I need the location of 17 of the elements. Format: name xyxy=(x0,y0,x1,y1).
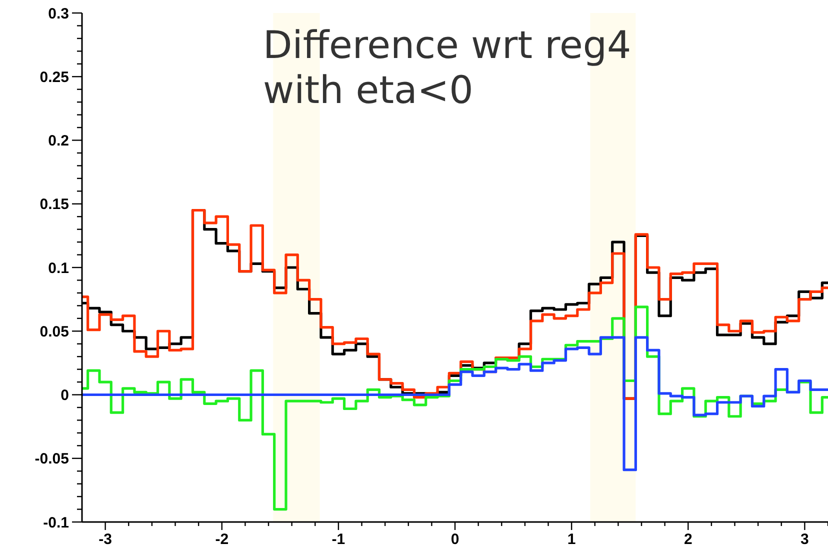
x-tick-label: 2 xyxy=(684,531,692,548)
y-tick-label: 0.15 xyxy=(40,196,69,214)
y-tick-label: -0.1 xyxy=(43,514,69,532)
y-tick-label: -0.05 xyxy=(34,450,69,468)
x-tick-label: 0 xyxy=(450,531,460,548)
x-tick-label: -3 xyxy=(98,531,112,548)
x-tick-label: -2 xyxy=(215,531,229,548)
y-tick-label: 0 xyxy=(60,387,69,404)
y-tick-label: 0.2 xyxy=(48,132,69,150)
x-tick-label: 1 xyxy=(567,531,576,548)
y-tick-label: 0.25 xyxy=(40,68,69,86)
x-tick-label: -1 xyxy=(332,531,346,548)
y-tick-label: 0.05 xyxy=(40,323,69,340)
y-tick-label: 0.1 xyxy=(48,260,69,277)
x-tick-label: 3 xyxy=(800,531,809,548)
text: Difference wrt reg4 with eta<0 xyxy=(263,23,632,112)
y-tick-label: 0.3 xyxy=(48,5,69,22)
